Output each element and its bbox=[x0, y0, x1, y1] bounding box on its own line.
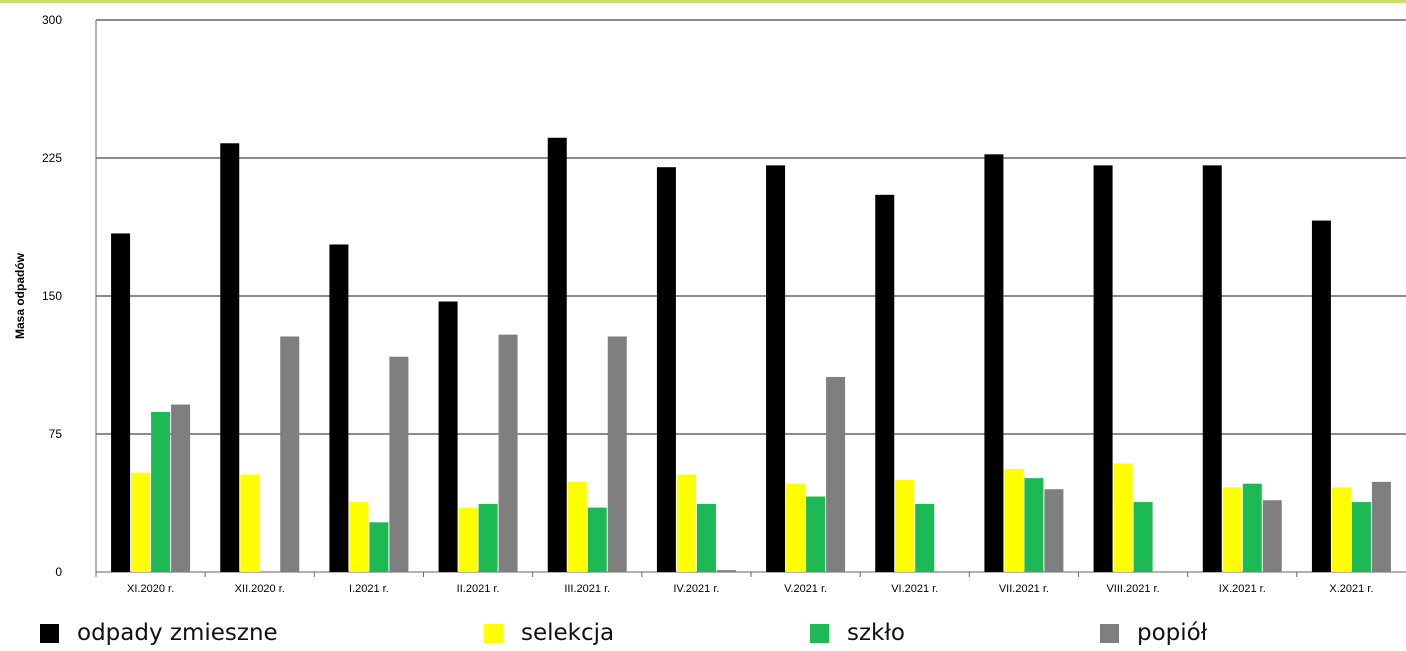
bar-selekcja bbox=[1004, 468, 1024, 572]
legend-swatch-odpady-zmieszne bbox=[40, 623, 59, 643]
bar-odpady-zmieszne bbox=[329, 244, 349, 573]
bar-odpady-zmieszne bbox=[111, 233, 131, 572]
bar-selekcja bbox=[786, 483, 806, 572]
bar-szkło bbox=[151, 411, 171, 572]
bar-popiół bbox=[280, 336, 300, 572]
y-axis-title: Masa odpadów bbox=[13, 252, 27, 339]
legend-label-selekcja: selekcja bbox=[521, 620, 615, 646]
bar-selekcja bbox=[676, 474, 696, 572]
bar-popiół bbox=[1044, 489, 1064, 572]
bar-szkło bbox=[1351, 502, 1371, 572]
legend: odpady zmieszne selekcja szkło popiół bbox=[0, 620, 1406, 651]
x-tick-label: VI.2021 r. bbox=[891, 583, 938, 595]
bar-szkło bbox=[696, 503, 716, 572]
bar-szkło bbox=[1024, 478, 1044, 572]
bar-szkło bbox=[1242, 483, 1262, 572]
bar-selekcja bbox=[240, 474, 260, 572]
bar-szkło bbox=[478, 503, 498, 572]
y-tick-label: 300 bbox=[42, 13, 62, 27]
legend-item-selekcja: selekcja bbox=[484, 620, 614, 646]
x-tick-label: VII.2021 r. bbox=[999, 583, 1049, 595]
bar-selekcja bbox=[1222, 487, 1242, 572]
x-tick-label: IV.2021 r. bbox=[673, 583, 719, 595]
legend-swatch-szklo bbox=[810, 623, 829, 643]
bar-odpady-zmieszne bbox=[1311, 220, 1331, 572]
x-tick-label: III.2021 r. bbox=[564, 583, 610, 595]
legend-label-szklo: szkło bbox=[847, 620, 905, 646]
x-tick-label: VIII.2021 r. bbox=[1106, 583, 1159, 595]
legend-swatch-selekcja bbox=[484, 623, 503, 643]
bar-selekcja bbox=[1331, 487, 1351, 572]
legend-label-popiol: popiół bbox=[1137, 620, 1208, 646]
x-tick-label: X.2021 r. bbox=[1329, 583, 1373, 595]
bar-szkło bbox=[915, 503, 935, 572]
legend-item-szklo: szkło bbox=[810, 620, 905, 646]
y-tick-label: 225 bbox=[42, 151, 62, 165]
bar-popiół bbox=[607, 336, 627, 572]
bar-odpady-zmieszne bbox=[984, 154, 1004, 572]
y-tick-label: 75 bbox=[49, 427, 63, 441]
bar-odpady-zmieszne bbox=[875, 194, 895, 573]
x-tick-label: XII.2020 r. bbox=[235, 583, 285, 595]
legend-item-odpady-zmieszne: odpady zmieszne bbox=[40, 620, 278, 646]
x-tick-label: IX.2021 r. bbox=[1219, 583, 1266, 595]
x-tick-label: XI.2020 r. bbox=[127, 583, 174, 595]
bar-selekcja bbox=[895, 480, 915, 572]
bar-szkło bbox=[369, 522, 389, 572]
legend-label-odpady-zmieszne: odpady zmieszne bbox=[77, 620, 278, 646]
bar-odpady-zmieszne bbox=[1093, 165, 1113, 573]
bar-selekcja bbox=[131, 472, 151, 572]
x-tick-label: I.2021 r. bbox=[349, 583, 389, 595]
x-tick-label: V.2021 r. bbox=[784, 583, 827, 595]
bar-szkło bbox=[587, 507, 607, 572]
legend-item-popiol: popiół bbox=[1100, 620, 1207, 646]
bar-selekcja bbox=[349, 502, 369, 572]
bar-odpady-zmieszne bbox=[438, 301, 458, 572]
bar-odpady-zmieszne bbox=[220, 143, 240, 572]
bar-odpady-zmieszne bbox=[656, 167, 676, 572]
bar-popiół bbox=[171, 404, 191, 572]
bar-popiół bbox=[498, 334, 518, 572]
bar-odpady-zmieszne bbox=[547, 137, 567, 572]
top-accent-strip bbox=[0, 0, 1406, 3]
bar-szkło bbox=[1133, 502, 1153, 572]
y-tick-label: 0 bbox=[55, 565, 62, 579]
bar-selekcja bbox=[458, 507, 478, 572]
bar-chart: 0 75 150 225 300 Masa odpadów XI.2020 r. XII.20… bbox=[13, 13, 1406, 595]
bar-popiół bbox=[1262, 500, 1282, 572]
x-tick-label: II.2021 r. bbox=[457, 583, 500, 595]
bar-szkło bbox=[806, 496, 826, 572]
bar-popiół bbox=[389, 356, 409, 572]
bar-popiół bbox=[826, 376, 846, 572]
bar-popiół bbox=[1371, 481, 1391, 572]
y-tick-label: 150 bbox=[42, 289, 62, 303]
bar-odpady-zmieszne bbox=[1202, 165, 1222, 573]
legend-swatch-popiol bbox=[1100, 623, 1119, 643]
bar-selekcja bbox=[1113, 463, 1133, 572]
bar-odpady-zmieszne bbox=[766, 165, 786, 573]
bar-selekcja bbox=[567, 481, 587, 572]
bar-popiół bbox=[716, 570, 736, 572]
